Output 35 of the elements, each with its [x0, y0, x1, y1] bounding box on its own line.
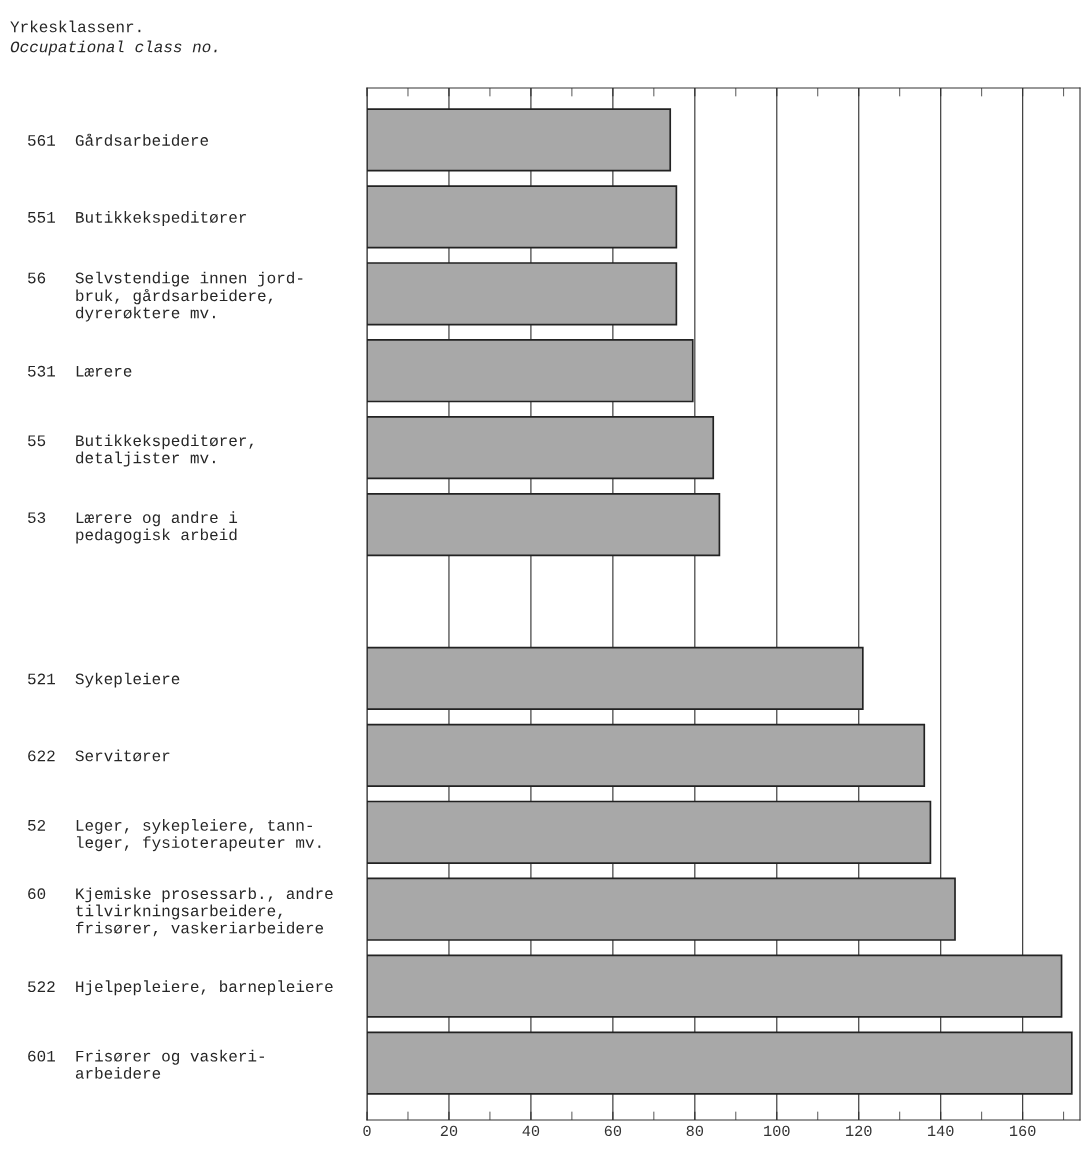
y-tick-label: 531 Lærere: [28, 365, 132, 377]
x-tick-label: 40: [522, 1125, 540, 1137]
bar: [367, 877, 956, 941]
y-tick-label: 52 Leger, sykepleiere, tann- leger, fysioterapeuter mv.: [28, 819, 321, 852]
y-tick-label: 561 Gårdsarbeidere: [28, 133, 209, 146]
y-tick-label: 53 Lærere og andre i pedagogisk arbeid: [28, 511, 238, 544]
y-tick-label: 601 Frisører og vaskeri- arbeidere: [28, 1049, 265, 1079]
y-tick-label: 521 Sykepleiere: [28, 672, 180, 688]
bar: [367, 339, 694, 403]
bar: [367, 646, 864, 711]
x-tick-label: 80: [686, 1125, 704, 1137]
bar: [367, 800, 932, 864]
y-tick-label: 60 Kjemiske prosessarb., andre tilvirkningsarbeidere, frisører, vaskeriarbeidere: [28, 887, 333, 937]
x-tick-label: 0: [363, 1125, 371, 1137]
text: Occupational class no.: [10, 40, 217, 56]
x-tick-label: 60: [604, 1125, 622, 1137]
y-tick-label: 622 Servitører: [28, 749, 170, 762]
bar: [367, 416, 715, 480]
bar: [367, 723, 926, 787]
bar: [367, 492, 721, 557]
x-tick-label: 140: [928, 1125, 954, 1137]
x-tick-label: 20: [440, 1125, 458, 1137]
bar: [367, 1031, 1073, 1095]
bar: [367, 954, 1063, 1018]
y-tick-label: 551 Butikkekspeditører: [28, 211, 247, 226]
bar: [367, 108, 672, 172]
bar: [367, 185, 678, 249]
text: Yrkesklassenr.: [10, 20, 141, 33]
bar: [367, 262, 678, 326]
y-tick-label: 56 Selvstendige innen jord- bruk, gårdsarbeidere, dyrerøktere mv.: [28, 271, 303, 322]
x-tick-label: 120: [846, 1125, 872, 1137]
y-tick-label: 522 Hjelpepleiere, barnepleiere: [28, 980, 333, 996]
y-tick-label: 55 Butikkekspeditører, detaljister mv.: [28, 434, 253, 467]
x-tick-label: 160: [1009, 1125, 1036, 1137]
x-tick-label: 100: [764, 1125, 790, 1137]
